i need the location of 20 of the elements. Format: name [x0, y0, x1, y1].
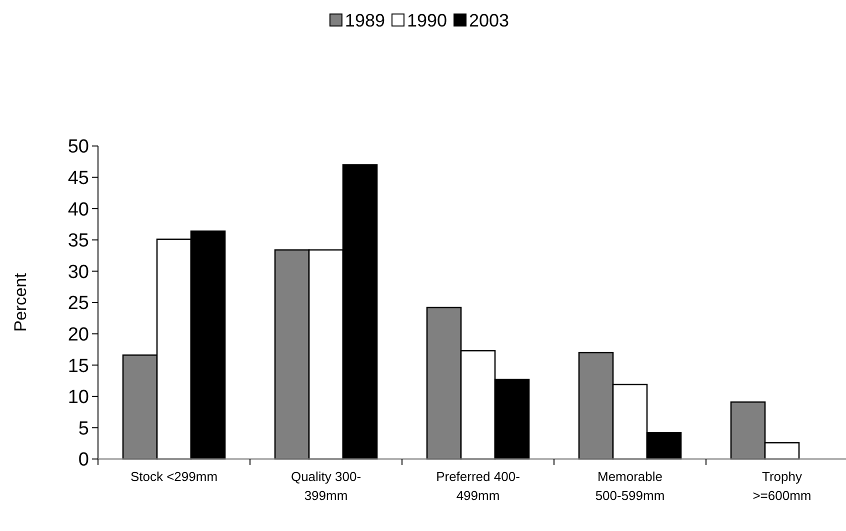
y-tick-label: 20 [68, 324, 89, 346]
x-tick-label: Quality 300-399mm [290, 469, 362, 503]
y-axis-title: Percent [11, 272, 30, 332]
y-tick-label: 10 [68, 387, 89, 408]
x-tick-label: Stock <299mm [130, 469, 218, 484]
x-tick-label: Trophy >=600mm [752, 469, 812, 503]
y-tick-label: 30 [68, 262, 89, 283]
legend-label: 1989 [344, 10, 385, 30]
legend-label: 1990 [406, 10, 448, 30]
y-tick-label: 25 [68, 293, 89, 314]
y-tick-label: 0 [78, 450, 89, 471]
y-tick-label: 5 [78, 418, 89, 440]
y-tick-label: 15 [68, 356, 89, 377]
y-tick-label: 45 [68, 168, 89, 189]
x-tick-label: Memorable 500-599mm [595, 469, 665, 503]
y-tick-label: 40 [68, 199, 89, 220]
x-tick-label: Preferred 400-499mm [436, 469, 520, 503]
y-tick-label: 50 [68, 136, 89, 158]
legend-label: 2003 [469, 10, 510, 30]
y-tick-label: 35 [68, 230, 89, 252]
